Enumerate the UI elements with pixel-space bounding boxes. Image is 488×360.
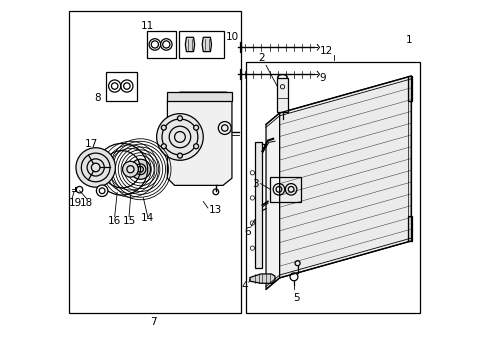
Bar bbox=[246, 62, 419, 313]
Circle shape bbox=[96, 185, 108, 197]
Bar bbox=[277, 78, 287, 112]
Text: 16: 16 bbox=[108, 216, 121, 226]
Bar bbox=[270, 177, 300, 202]
Circle shape bbox=[122, 161, 138, 177]
Text: 2: 2 bbox=[258, 53, 265, 63]
Text: 7: 7 bbox=[149, 317, 156, 327]
Circle shape bbox=[161, 144, 166, 149]
Text: 8: 8 bbox=[94, 93, 101, 103]
Text: 9: 9 bbox=[319, 73, 326, 83]
Circle shape bbox=[289, 273, 297, 281]
Bar bbox=[69, 12, 241, 313]
Bar bbox=[147, 31, 176, 58]
Text: 1: 1 bbox=[406, 35, 412, 45]
Bar bbox=[167, 92, 231, 101]
Circle shape bbox=[76, 148, 115, 187]
Text: 13: 13 bbox=[208, 206, 222, 216]
Text: 4: 4 bbox=[241, 281, 247, 291]
Polygon shape bbox=[185, 37, 194, 51]
Circle shape bbox=[130, 159, 150, 179]
Polygon shape bbox=[167, 92, 231, 185]
Bar bbox=[179, 31, 224, 58]
Circle shape bbox=[161, 125, 166, 130]
Circle shape bbox=[156, 114, 203, 160]
Bar bbox=[407, 76, 411, 101]
Text: 10: 10 bbox=[225, 32, 239, 41]
Polygon shape bbox=[202, 37, 211, 51]
Circle shape bbox=[193, 144, 198, 149]
Text: 12: 12 bbox=[319, 46, 332, 56]
Text: 19: 19 bbox=[69, 198, 82, 208]
Circle shape bbox=[177, 116, 182, 121]
Text: 18: 18 bbox=[80, 198, 93, 208]
Polygon shape bbox=[265, 113, 279, 289]
Text: 15: 15 bbox=[122, 216, 135, 226]
Text: 17: 17 bbox=[84, 139, 98, 149]
Polygon shape bbox=[279, 76, 410, 278]
Text: 6: 6 bbox=[244, 227, 250, 237]
Circle shape bbox=[177, 153, 182, 158]
Circle shape bbox=[193, 125, 198, 130]
Text: 5: 5 bbox=[293, 293, 299, 303]
Bar bbox=[106, 72, 137, 101]
Polygon shape bbox=[249, 274, 274, 283]
Bar bbox=[254, 142, 262, 268]
Text: 14: 14 bbox=[141, 213, 154, 222]
Text: 11: 11 bbox=[141, 21, 154, 31]
Text: 3: 3 bbox=[252, 179, 258, 189]
Bar bbox=[407, 216, 411, 241]
